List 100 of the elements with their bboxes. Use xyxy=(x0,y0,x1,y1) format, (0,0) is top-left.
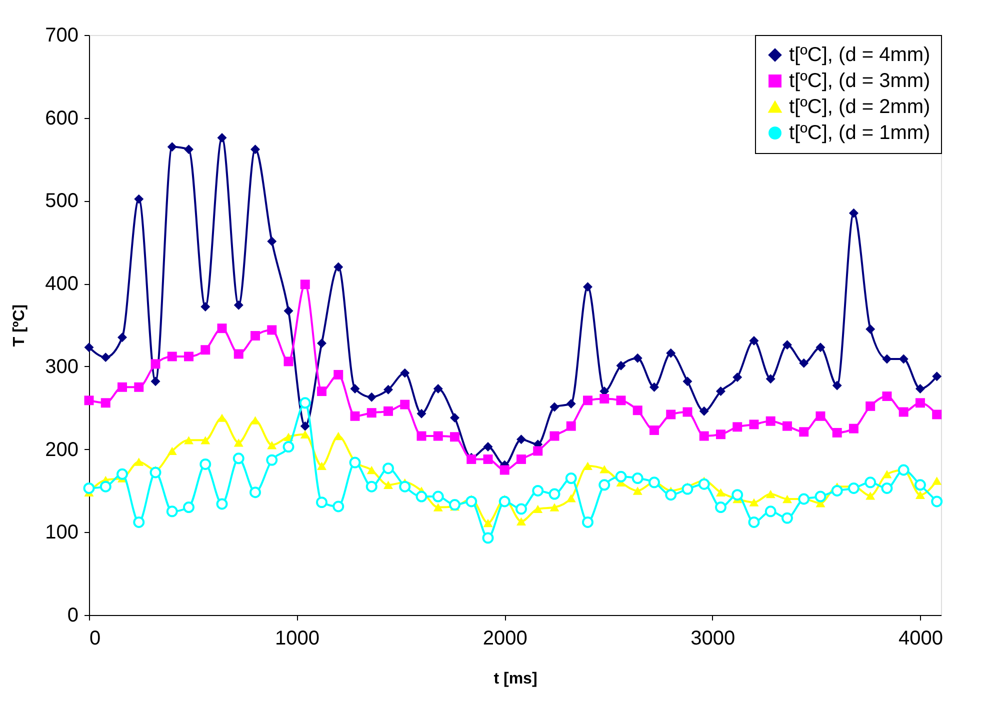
point xyxy=(600,394,610,404)
point xyxy=(598,479,610,491)
point xyxy=(732,422,742,432)
point xyxy=(566,398,576,408)
point xyxy=(317,338,326,348)
point xyxy=(118,382,127,392)
point xyxy=(483,454,493,464)
point xyxy=(200,436,210,444)
point xyxy=(832,428,842,438)
point xyxy=(932,410,942,420)
point xyxy=(498,496,510,508)
point xyxy=(782,340,792,350)
point xyxy=(334,262,344,272)
point xyxy=(716,386,726,396)
point xyxy=(814,490,826,502)
point xyxy=(200,458,212,470)
point xyxy=(699,431,709,441)
point xyxy=(698,478,710,490)
y-tick-label: 400 xyxy=(45,273,78,296)
point xyxy=(848,208,858,218)
point xyxy=(299,397,311,409)
point xyxy=(515,503,527,515)
point xyxy=(816,411,826,421)
point xyxy=(500,465,510,475)
point xyxy=(167,352,177,362)
point xyxy=(266,454,278,466)
point xyxy=(799,358,809,368)
point xyxy=(216,498,228,510)
point xyxy=(284,306,294,316)
point xyxy=(134,194,144,204)
point xyxy=(533,446,543,456)
point xyxy=(582,282,592,292)
point xyxy=(84,396,94,406)
point xyxy=(632,486,642,495)
point xyxy=(748,516,760,528)
point xyxy=(699,406,709,416)
point xyxy=(366,466,376,474)
point xyxy=(184,352,194,362)
y-tick-label: 300 xyxy=(45,356,78,378)
point xyxy=(350,411,360,421)
point xyxy=(915,384,925,394)
point xyxy=(516,434,526,444)
point xyxy=(150,466,162,478)
point xyxy=(200,302,210,312)
point xyxy=(433,503,443,512)
point xyxy=(732,372,742,382)
x-tick-label: 1000 xyxy=(275,628,320,650)
point xyxy=(383,384,393,394)
point xyxy=(483,442,493,452)
point xyxy=(749,336,759,346)
point xyxy=(582,516,594,528)
point xyxy=(616,396,626,406)
point xyxy=(83,482,95,494)
point xyxy=(749,420,759,430)
point xyxy=(250,144,260,154)
point xyxy=(300,421,310,431)
point xyxy=(134,458,144,466)
point xyxy=(184,436,194,444)
point xyxy=(848,482,860,494)
point xyxy=(284,356,294,366)
point xyxy=(167,446,177,456)
point xyxy=(150,359,160,369)
point xyxy=(200,345,210,355)
point xyxy=(682,376,692,386)
point xyxy=(550,503,560,512)
point xyxy=(483,518,493,528)
point xyxy=(466,496,478,508)
point xyxy=(267,441,277,450)
point xyxy=(566,494,576,502)
point xyxy=(167,142,177,152)
point xyxy=(400,368,410,378)
point xyxy=(433,431,443,441)
point xyxy=(550,402,560,412)
point xyxy=(548,488,560,500)
point xyxy=(732,489,744,501)
point xyxy=(716,488,726,496)
point xyxy=(217,324,227,334)
point xyxy=(334,432,344,440)
point xyxy=(816,342,826,352)
point xyxy=(217,133,227,142)
point xyxy=(682,483,694,495)
point xyxy=(267,325,277,335)
point xyxy=(615,470,627,482)
point xyxy=(565,472,577,484)
point xyxy=(383,406,393,416)
legend-label: t[ºC], (d = 3mm) xyxy=(789,70,930,92)
legend-label: t[ºC], (d = 1mm) xyxy=(789,122,930,144)
point xyxy=(183,502,194,514)
point xyxy=(100,398,110,408)
point xyxy=(332,500,344,512)
point xyxy=(432,490,444,502)
point xyxy=(416,431,426,441)
point xyxy=(766,374,776,384)
point xyxy=(848,424,858,434)
point xyxy=(782,421,792,431)
point xyxy=(234,438,244,447)
point xyxy=(749,498,759,506)
point xyxy=(799,427,809,437)
point xyxy=(649,425,659,435)
point xyxy=(482,532,494,544)
